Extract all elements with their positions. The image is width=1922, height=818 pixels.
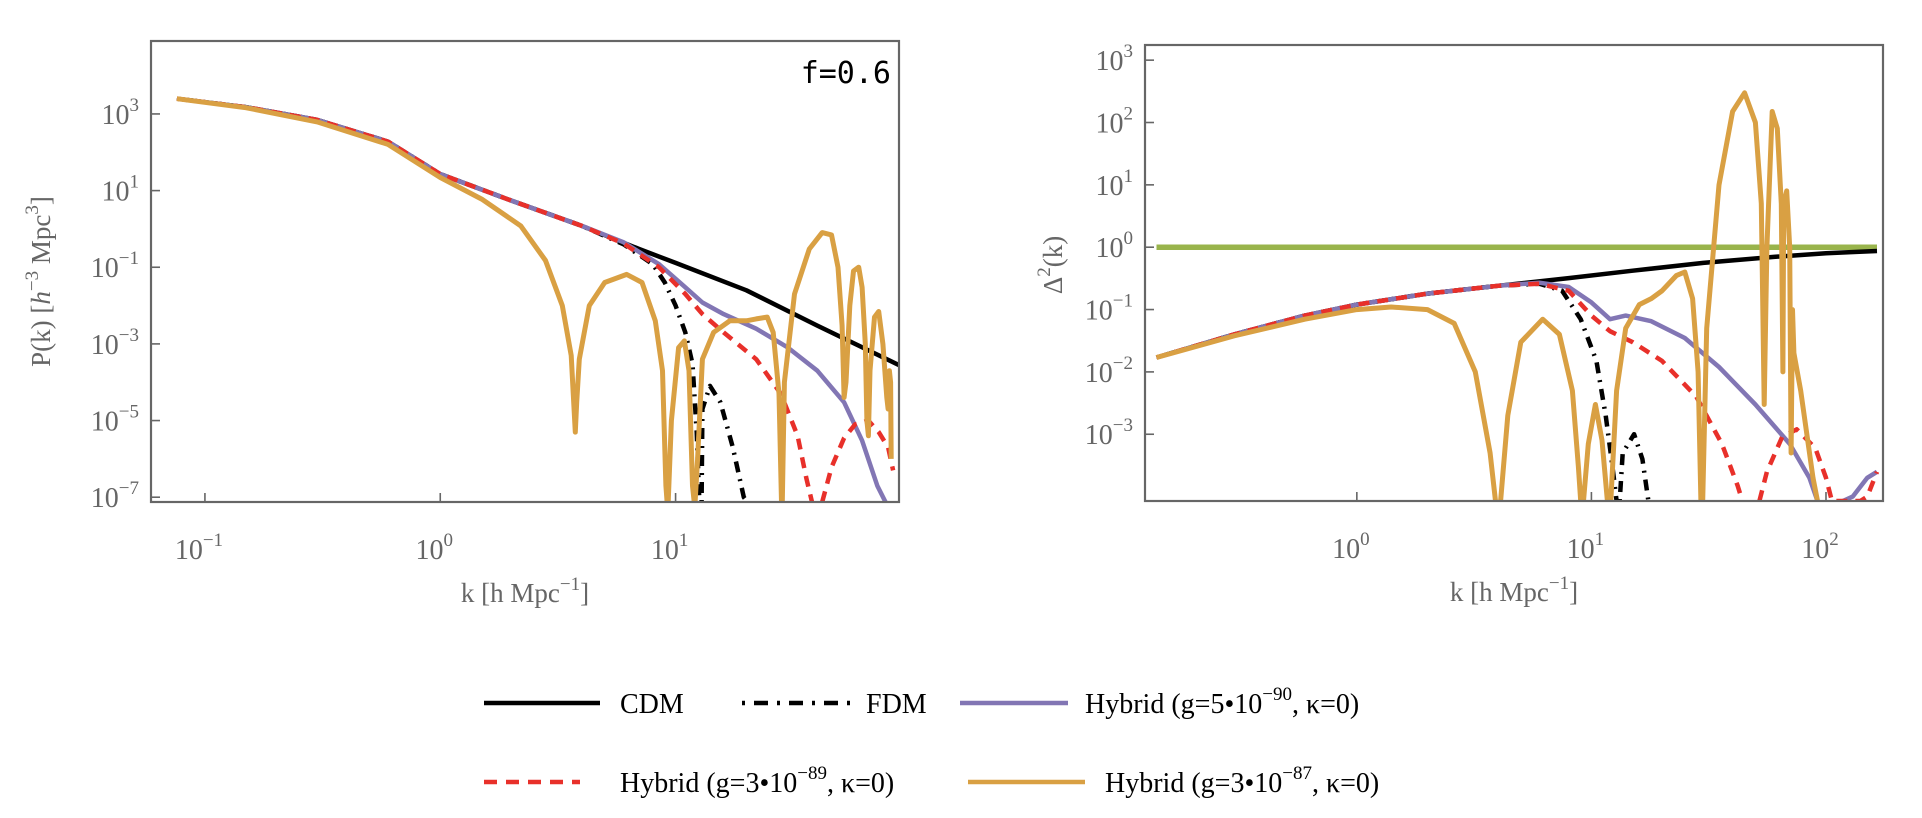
power-spectrum-panel: 10−1 100 101 103 101 10−1 10−3 10−5 10−7 k [h Mpc… xyxy=(22,39,901,608)
legend-entry-orange: Hybrid (g=3•10−87, κ=0) xyxy=(968,763,1379,799)
x-tick-label: 101 xyxy=(1567,529,1605,565)
legend-entry-cdm: CDM xyxy=(484,689,684,720)
y-tick-label: 101 xyxy=(102,172,140,208)
series-line-red xyxy=(176,96,815,502)
y-tick-label: 10−7 xyxy=(91,478,139,514)
series-line-orange xyxy=(1155,304,1498,501)
y-tick-label: 10−1 xyxy=(1085,291,1133,327)
legend-entry-red: Hybrid (g=3•10−89, κ=0) xyxy=(484,763,894,799)
y-axis-label: Δ2(k) xyxy=(1034,236,1068,294)
y-axis-label: P(k) [h−3 Mpc3] xyxy=(22,196,56,367)
legend-label: Hybrid (g=3•10−89, κ=0) xyxy=(620,763,894,799)
x-tick-label: 101 xyxy=(651,530,689,566)
y-tick-label: 10−2 xyxy=(1085,353,1133,389)
y-tick-label: 103 xyxy=(102,95,140,131)
y-tick-label: 10−3 xyxy=(91,325,139,361)
x-tick-label: 102 xyxy=(1801,529,1839,565)
series-line-fdm-segment-2 xyxy=(699,383,750,502)
y-tick-label: 10−3 xyxy=(1085,415,1133,451)
legend-entry-purple: Hybrid (g=5•10−90, κ=0) xyxy=(960,684,1359,720)
legend: CDM FDM Hybrid (g=5•10−90, κ=0) Hybrid (g=3… xyxy=(484,684,1379,799)
y-tick-label: 10−5 xyxy=(91,402,139,438)
series-line-orange-segment-2 xyxy=(1498,90,1820,501)
series-line-orange xyxy=(176,96,670,502)
y-tick-label: 102 xyxy=(1096,104,1134,140)
plot-frame xyxy=(1143,43,1885,503)
series-line-orange-segment-2 xyxy=(665,230,894,502)
legend-entry-fdm: FDM xyxy=(742,689,927,720)
legend-label: Hybrid (g=3•10−87, κ=0) xyxy=(1105,763,1379,799)
series-line-red-segment-2 xyxy=(1757,427,1880,501)
series-line-fdm xyxy=(1155,281,1619,501)
y-tick-label: 103 xyxy=(1096,41,1134,77)
x-axis-label: k [h Mpc−1] xyxy=(1450,573,1578,607)
annotation-f-value: f=0.6 xyxy=(801,56,891,91)
series-line-red xyxy=(1155,281,1745,501)
plot-frame xyxy=(149,39,901,504)
series-line-red-segment-2 xyxy=(820,418,896,502)
legend-label: CDM xyxy=(620,689,684,720)
x-tick-label: 10−1 xyxy=(175,530,223,566)
series-group xyxy=(176,96,899,502)
y-tick-label: 10−1 xyxy=(91,248,139,284)
y-tick-label: 101 xyxy=(1096,166,1134,202)
x-tick-label: 100 xyxy=(416,530,454,566)
series-line-purple xyxy=(1155,280,1820,501)
series-line-fdm-segment-2 xyxy=(1617,431,1651,501)
x-axis-label: k [h Mpc−1] xyxy=(461,574,589,608)
legend-label: Hybrid (g=5•10−90, κ=0) xyxy=(1085,684,1359,720)
series-group xyxy=(1155,90,1880,501)
x-tick-label: 100 xyxy=(1332,529,1370,565)
dimensionless-spectrum-panel: 100 101 102 103 102 101 100 10−1 10−2 10−3 k [h Mp… xyxy=(1034,41,1885,607)
y-tick-label: 100 xyxy=(1096,228,1134,264)
series-line-purple-segment-2 xyxy=(1841,469,1879,501)
series-line-fdm xyxy=(176,96,703,502)
legend-label: FDM xyxy=(866,689,927,720)
